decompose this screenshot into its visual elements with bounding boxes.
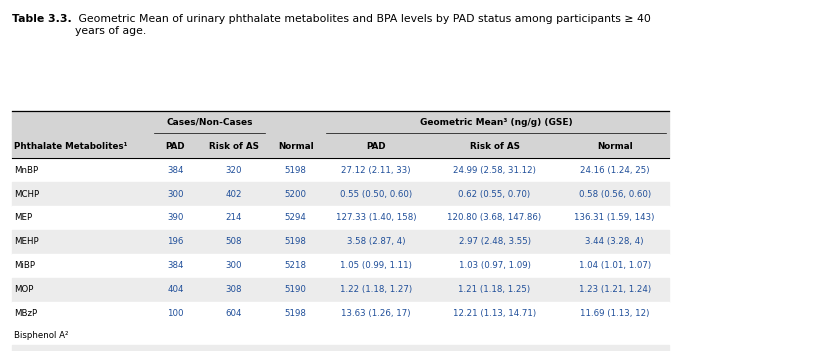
Text: 0.62 (0.55, 0.70): 0.62 (0.55, 0.70) — [459, 190, 530, 199]
Text: 214: 214 — [225, 213, 242, 223]
Text: 300: 300 — [168, 190, 183, 199]
Text: Bisphenol A²: Bisphenol A² — [14, 331, 68, 339]
Bar — [12, 134, 669, 158]
Text: MiBP: MiBP — [14, 261, 35, 270]
Text: 100: 100 — [168, 309, 183, 318]
Text: 320: 320 — [225, 166, 242, 175]
Text: 3.58 (2.87, 4): 3.58 (2.87, 4) — [347, 237, 405, 246]
Text: 136.31 (1.59, 143): 136.31 (1.59, 143) — [575, 213, 655, 223]
Text: 402: 402 — [225, 190, 242, 199]
Text: 404: 404 — [168, 285, 183, 294]
Text: 24.16 (1.24, 25): 24.16 (1.24, 25) — [580, 166, 650, 175]
Text: 300: 300 — [225, 261, 242, 270]
Text: 1.23 (1.21, 1.24): 1.23 (1.21, 1.24) — [579, 285, 651, 294]
Text: 390: 390 — [168, 213, 183, 223]
Text: 127.33 (1.40, 158): 127.33 (1.40, 158) — [336, 213, 416, 223]
Text: 1.05 (0.99, 1.11): 1.05 (0.99, 1.11) — [340, 261, 412, 270]
Bar — [12, 345, 669, 351]
Text: Risk of AS: Risk of AS — [208, 142, 259, 151]
Text: 13.63 (1.26, 17): 13.63 (1.26, 17) — [341, 309, 411, 318]
Text: 11.69 (1.13, 12): 11.69 (1.13, 12) — [580, 309, 650, 318]
Text: Cases/Non-Cases: Cases/Non-Cases — [167, 118, 253, 127]
Bar — [12, 254, 669, 278]
Bar — [12, 230, 669, 254]
Text: 308: 308 — [225, 285, 242, 294]
Text: 5200: 5200 — [284, 190, 307, 199]
Text: 27.12 (2.11, 33): 27.12 (2.11, 33) — [341, 166, 411, 175]
Text: 604: 604 — [225, 309, 242, 318]
Text: 120.80 (3.68, 147.86): 120.80 (3.68, 147.86) — [448, 213, 541, 223]
Text: 1.22 (1.18, 1.27): 1.22 (1.18, 1.27) — [340, 285, 412, 294]
Text: 508: 508 — [225, 237, 242, 246]
Text: MEP: MEP — [14, 213, 33, 223]
Bar — [12, 111, 669, 134]
Text: 0.55 (0.50, 0.60): 0.55 (0.50, 0.60) — [340, 190, 412, 199]
Text: 5190: 5190 — [284, 285, 307, 294]
Text: Risk of AS: Risk of AS — [470, 142, 520, 151]
Text: 1.03 (0.97, 1.09): 1.03 (0.97, 1.09) — [459, 261, 530, 270]
Text: Normal: Normal — [597, 142, 632, 151]
Text: MEHP: MEHP — [14, 237, 39, 246]
Text: MCHP: MCHP — [14, 190, 39, 199]
Text: 5198: 5198 — [284, 309, 307, 318]
Text: 5294: 5294 — [284, 213, 307, 223]
Text: MnBP: MnBP — [14, 166, 38, 175]
Bar — [12, 302, 669, 325]
Text: Normal: Normal — [278, 142, 314, 151]
Bar — [12, 278, 669, 302]
Text: PAD: PAD — [166, 142, 185, 151]
Text: 196: 196 — [168, 237, 183, 246]
Bar — [12, 325, 669, 345]
Bar — [12, 182, 669, 206]
Text: 2.97 (2.48, 3.55): 2.97 (2.48, 3.55) — [459, 237, 530, 246]
Text: 5218: 5218 — [284, 261, 307, 270]
Text: 1.21 (1.18, 1.25): 1.21 (1.18, 1.25) — [459, 285, 530, 294]
Text: Geometric Mean of urinary phthalate metabolites and BPA levels by PAD status amo: Geometric Mean of urinary phthalate meta… — [75, 14, 651, 36]
Text: 5198: 5198 — [284, 237, 307, 246]
Text: Phthalate Metabolites¹: Phthalate Metabolites¹ — [14, 142, 128, 151]
Text: MOP: MOP — [14, 285, 33, 294]
Text: 12.21 (1.13, 14.71): 12.21 (1.13, 14.71) — [453, 309, 536, 318]
Text: 24.99 (2.58, 31.12): 24.99 (2.58, 31.12) — [453, 166, 536, 175]
Text: Table 3.3.: Table 3.3. — [12, 14, 72, 24]
Text: Geometric Mean³ (ng/g) (GSE): Geometric Mean³ (ng/g) (GSE) — [420, 118, 573, 127]
Text: 384: 384 — [168, 166, 183, 175]
Bar — [12, 206, 669, 230]
Text: 1.04 (1.01, 1.07): 1.04 (1.01, 1.07) — [579, 261, 651, 270]
Text: PAD: PAD — [366, 142, 386, 151]
Text: 5198: 5198 — [284, 166, 307, 175]
Text: 0.58 (0.56, 0.60): 0.58 (0.56, 0.60) — [579, 190, 651, 199]
Text: 384: 384 — [168, 261, 183, 270]
Bar — [12, 158, 669, 182]
Text: MBzP: MBzP — [14, 309, 38, 318]
Text: 3.44 (3.28, 4): 3.44 (3.28, 4) — [585, 237, 644, 246]
